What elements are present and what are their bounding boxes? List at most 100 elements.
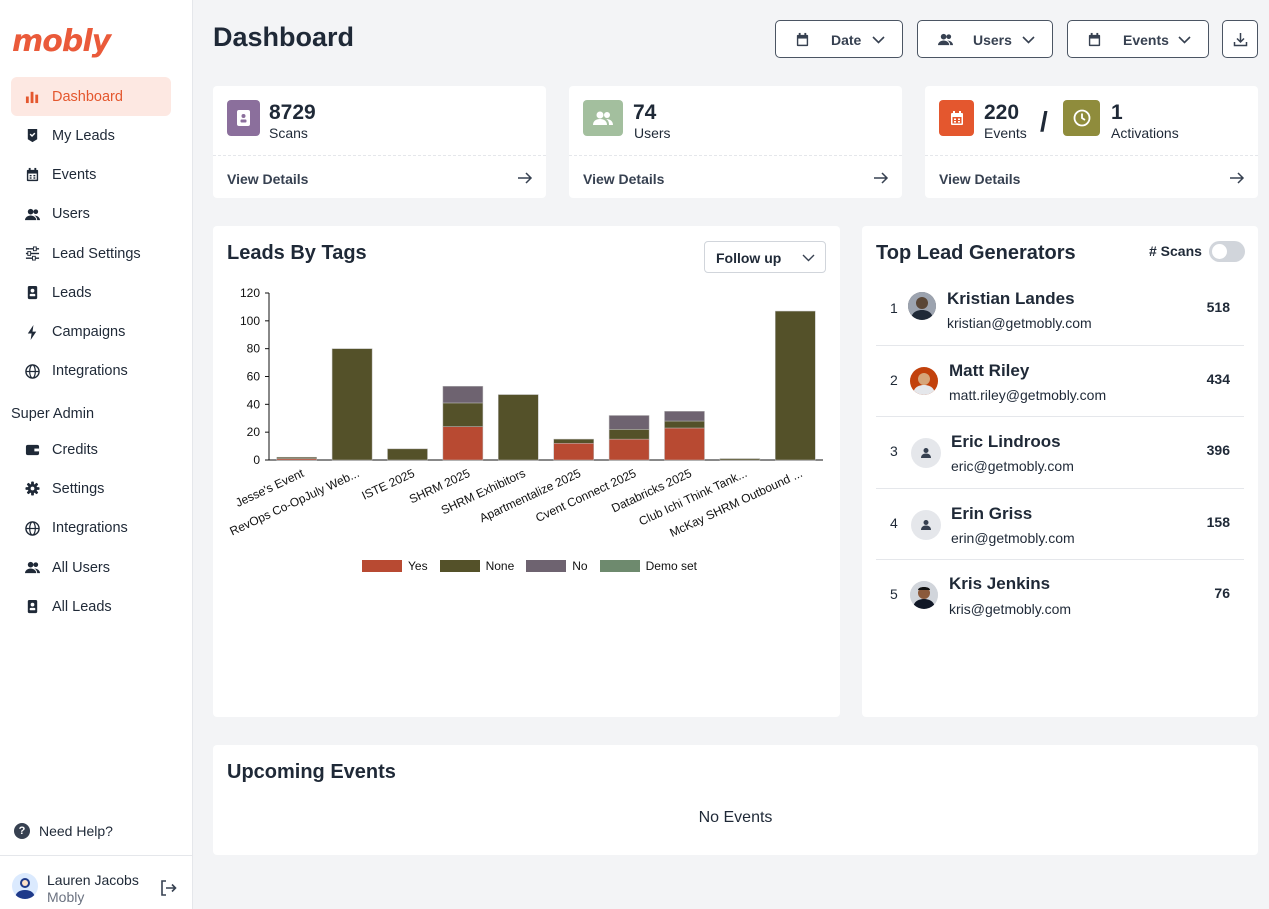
top-generators-title: Top Lead Generators [876, 242, 1076, 264]
upcoming-events-panel: Upcoming Events No Events [213, 745, 1258, 855]
bar-segment[interactable] [553, 443, 594, 461]
bar-segment[interactable] [442, 385, 484, 404]
sidebar-item-my-leads[interactable]: My Leads [11, 116, 171, 155]
scans-toggle[interactable] [1209, 241, 1245, 262]
list-item[interactable]: 5 Kris Jenkins kris@getmobly.com 76 [876, 560, 1244, 632]
bar-segment[interactable] [442, 426, 484, 461]
sidebar-item-admin-integrations[interactable]: Integrations [11, 509, 171, 548]
bar-segment[interactable] [331, 348, 373, 461]
y-tick-label: 40 [247, 397, 261, 411]
sidebar-item-all-leads[interactable]: All Leads [11, 587, 171, 626]
bar-segment[interactable] [719, 458, 761, 461]
users-filter-button[interactable]: Users [917, 20, 1053, 58]
scans-icon [227, 100, 260, 136]
sidebar-item-users[interactable]: Users [11, 195, 171, 234]
sidebar-item-all-users[interactable]: All Users [11, 548, 171, 587]
bar-segment[interactable] [553, 438, 594, 444]
divider [213, 155, 546, 156]
rank: 2 [890, 371, 898, 388]
bar-segment[interactable] [608, 415, 650, 430]
bar-segment[interactable] [608, 438, 650, 461]
leads-by-tags-title: Leads By Tags [227, 242, 367, 264]
generator-name: Matt Riley [949, 360, 1030, 380]
sidebar-item-label: All Users [52, 559, 111, 576]
rank: 3 [890, 443, 898, 459]
bar-segment[interactable] [387, 448, 428, 461]
y-tick-label: 0 [253, 453, 260, 467]
sidebar-item-campaigns[interactable]: Campaigns [11, 312, 171, 351]
scans-toggle-label: # Scans [1149, 243, 1202, 259]
sidebar-item-leads[interactable]: Leads [11, 273, 171, 312]
events-card: 220 Events / 1 Activations View Details [925, 86, 1258, 198]
sidebar-item-label: All Leads [52, 598, 112, 615]
legend-item[interactable]: Yes [362, 559, 428, 573]
legend-item[interactable]: None [439, 559, 514, 573]
view-details-link[interactable]: View Details [227, 171, 309, 187]
sidebar-item-lead-settings[interactable]: Lead Settings [11, 234, 171, 273]
list-item[interactable]: 2 Matt Riley matt.riley@getmobly.com 434 [876, 346, 1244, 417]
arrow-right-icon[interactable] [517, 170, 533, 186]
bar-segment[interactable] [664, 420, 705, 429]
bolt-icon [24, 324, 40, 340]
badge-icon [24, 128, 40, 144]
page-title: Dashboard [213, 22, 355, 52]
bar-segment[interactable] [608, 429, 650, 440]
bar-segment[interactable] [498, 394, 539, 461]
users-filter-label: Users [973, 32, 1012, 48]
events-label: Events [984, 125, 1027, 141]
generator-count: 518 [1206, 299, 1230, 315]
bar-segment[interactable] [664, 427, 705, 461]
legend-swatch [526, 560, 567, 572]
tag-select[interactable]: Follow up [704, 241, 826, 273]
list-item[interactable]: 4 Erin Griss erin@getmobly.com 158 [876, 489, 1244, 560]
events-filter-button[interactable]: Events [1067, 20, 1209, 58]
upcoming-events-title: Upcoming Events [227, 761, 396, 783]
list-item[interactable]: 1 Kristian Landes kristian@getmobly.com … [876, 274, 1244, 346]
download-button[interactable] [1222, 20, 1258, 58]
sidebar-item-dashboard[interactable]: Dashboard [11, 77, 171, 116]
list-item[interactable]: 3 Eric Lindroos eric@getmobly.com 396 [876, 417, 1244, 489]
question-icon: ? [14, 823, 30, 839]
download-icon [1233, 32, 1247, 46]
bar-segment[interactable] [276, 456, 317, 459]
sidebar-item-label: Integrations [52, 363, 128, 380]
view-details-link[interactable]: View Details [939, 171, 1021, 187]
date-filter-button[interactable]: Date [775, 20, 903, 58]
help-link[interactable]: ? Need Help? [14, 823, 113, 839]
generator-name: Kris Jenkins [949, 574, 1051, 593]
users-icon [24, 206, 40, 222]
generator-email: erin@getmobly.com [951, 529, 1075, 546]
sidebar-item-label: Leads [52, 284, 92, 301]
generator-count: 76 [1214, 585, 1230, 601]
logout-icon[interactable] [159, 879, 177, 897]
legend-item[interactable]: No [526, 559, 588, 573]
globe-icon [24, 520, 40, 536]
sidebar-item-label: Events [52, 166, 97, 183]
bar-segment[interactable] [664, 411, 705, 422]
arrow-right-icon[interactable] [1229, 170, 1245, 186]
y-tick-label: 120 [240, 286, 260, 300]
sidebar: mobly Dashboard My Leads Events Users Le… [0, 0, 193, 909]
sidebar-item-events[interactable]: Events [11, 155, 171, 194]
logo[interactable]: mobly [12, 24, 111, 59]
legend-item[interactable]: Demo set [599, 559, 697, 573]
sidebar-item-credits[interactable]: Credits [11, 430, 171, 469]
bar-segment[interactable] [442, 402, 484, 427]
legend-label: Yes [408, 559, 428, 573]
users-icon [24, 560, 40, 576]
calendar-icon [1088, 32, 1101, 47]
bar-segment[interactable] [775, 310, 816, 461]
avatar[interactable] [12, 873, 38, 899]
scans-card: 8729 Scans View Details [213, 86, 546, 198]
avatar [908, 292, 936, 320]
separator: / [1040, 106, 1048, 137]
sidebar-item-integrations[interactable]: Integrations [11, 352, 171, 391]
activations-label: Activations [1111, 125, 1179, 141]
sidebar-item-label: My Leads [52, 127, 115, 144]
user-profile: Lauren Jacobs Mobly [0, 855, 192, 909]
view-details-link[interactable]: View Details [583, 171, 665, 187]
generator-name: Eric Lindroos [951, 432, 1061, 451]
sidebar-item-settings[interactable]: Settings [11, 469, 171, 508]
arrow-right-icon[interactable] [873, 170, 889, 186]
legend-swatch [362, 560, 402, 572]
